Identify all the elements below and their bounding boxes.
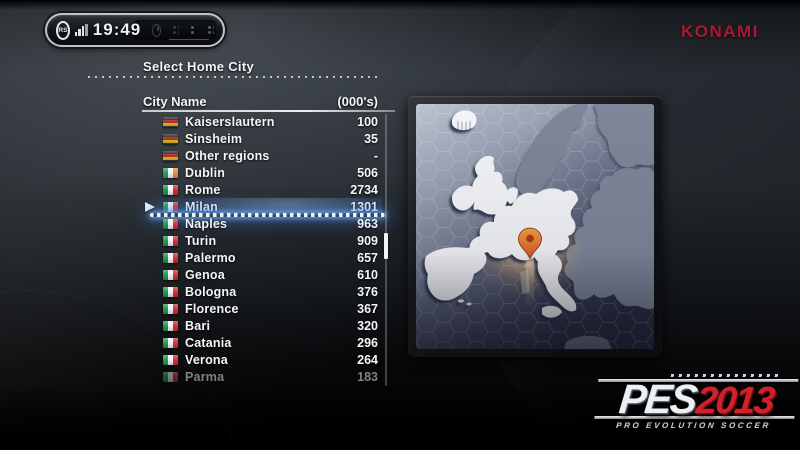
city-name: Verona	[185, 352, 228, 367]
city-name: Catania	[185, 335, 232, 350]
signal-bars-icon	[74, 24, 88, 36]
clock-time: 19:49	[92, 20, 142, 39]
city-name: Sinsheim	[185, 131, 243, 146]
city-name: Turin	[185, 233, 217, 248]
country-flag-icon	[163, 133, 178, 144]
table-row[interactable]: Kaiserslautern 100	[142, 113, 382, 130]
population-value: 1301	[350, 199, 378, 214]
europe-map	[416, 104, 654, 349]
table-row[interactable]: Rome 2734	[142, 181, 382, 198]
population-value: 320	[357, 318, 378, 333]
population-value: 2734	[350, 182, 378, 197]
network-badge-icon: RS	[56, 20, 70, 40]
table-row[interactable]: Dublin 506	[142, 164, 382, 181]
table-row[interactable]: Catania 296	[142, 334, 382, 351]
map-panel	[408, 96, 662, 357]
city-name: Rome	[185, 182, 221, 197]
population-value: 264	[357, 352, 378, 367]
pes-tagline: PRO EVOLUTION SOCCER	[615, 421, 772, 430]
country-flag-icon	[163, 116, 178, 127]
table-row[interactable]: Other regions -	[142, 147, 382, 164]
population-value: 296	[357, 335, 378, 350]
city-list: Kaiserslautern 100 Sinsheim 35 Other reg…	[142, 113, 385, 385]
country-flag-icon	[163, 218, 178, 229]
table-row[interactable]: Genoa 610	[142, 266, 382, 283]
country-flag-icon	[163, 201, 178, 212]
pes-year: 2013	[694, 380, 776, 422]
table-row[interactable]: Florence 367	[142, 300, 382, 317]
country-flag-icon	[163, 286, 178, 297]
selection-cursor-icon	[145, 201, 155, 212]
country-flag-icon	[163, 354, 178, 365]
status-bar: RS 19:49	[45, 13, 225, 47]
country-flag-icon	[163, 167, 178, 178]
clock-icon	[152, 23, 162, 37]
country-flag-icon	[163, 371, 178, 382]
top-letterbox	[0, 0, 800, 10]
menu-dots-icon	[172, 25, 179, 35]
country-flag-icon	[163, 235, 178, 246]
population-value: 909	[357, 233, 378, 248]
table-row[interactable]: Bari 320	[142, 317, 382, 334]
country-flag-icon	[163, 303, 178, 314]
city-name: Dublin	[185, 165, 226, 180]
column-header-city: City Name	[143, 94, 207, 109]
header-divider	[142, 110, 395, 112]
city-name: Naples	[185, 216, 228, 231]
page-title: Select Home City	[143, 59, 255, 74]
column-header-population: (000's)	[337, 94, 378, 109]
scrollbar-thumb[interactable]	[384, 233, 388, 259]
city-name: Bari	[185, 318, 211, 333]
city-name: Palermo	[185, 250, 236, 265]
pes-wordmark: PES	[617, 376, 698, 422]
country-flag-icon	[163, 320, 178, 331]
population-value: -	[373, 148, 378, 163]
population-value: 963	[357, 216, 378, 231]
table-row[interactable]: Bologna 376	[142, 283, 382, 300]
table-row[interactable]: Palermo 657	[142, 249, 382, 266]
population-value: 100	[357, 114, 378, 129]
menu-dots-icon	[207, 25, 214, 35]
country-flag-icon	[163, 269, 178, 280]
city-name: Milan	[185, 199, 218, 214]
population-value: 506	[357, 165, 378, 180]
city-name: Kaiserslautern	[185, 114, 275, 129]
city-name: Other regions	[185, 148, 270, 163]
title-divider	[88, 76, 381, 78]
city-name: Genoa	[185, 267, 225, 282]
population-value: 610	[357, 267, 378, 282]
country-flag-icon	[163, 184, 178, 195]
country-flag-icon	[163, 150, 178, 161]
status-underline	[169, 39, 209, 40]
menu-dots-icon	[189, 25, 197, 35]
table-row[interactable]: Naples 963	[142, 215, 382, 232]
country-flag-icon	[163, 252, 178, 263]
population-value: 376	[357, 284, 378, 299]
konami-logo: KONAMI	[681, 22, 759, 41]
city-name: Bologna	[185, 284, 237, 299]
table-row[interactable]: Sinsheim 35	[142, 130, 382, 147]
table-row[interactable]: Turin 909	[142, 232, 382, 249]
population-value: 35	[364, 131, 378, 146]
city-name: Florence	[185, 301, 239, 316]
population-value: 657	[357, 250, 378, 265]
pes-2013-logo: PES 2013 PRO EVOLUTION SOCCER	[593, 374, 799, 430]
table-row[interactable]: Milan 1301	[142, 198, 385, 217]
table-row[interactable]: Verona 264	[142, 351, 382, 368]
population-value: 367	[357, 301, 378, 316]
country-flag-icon	[163, 337, 178, 348]
